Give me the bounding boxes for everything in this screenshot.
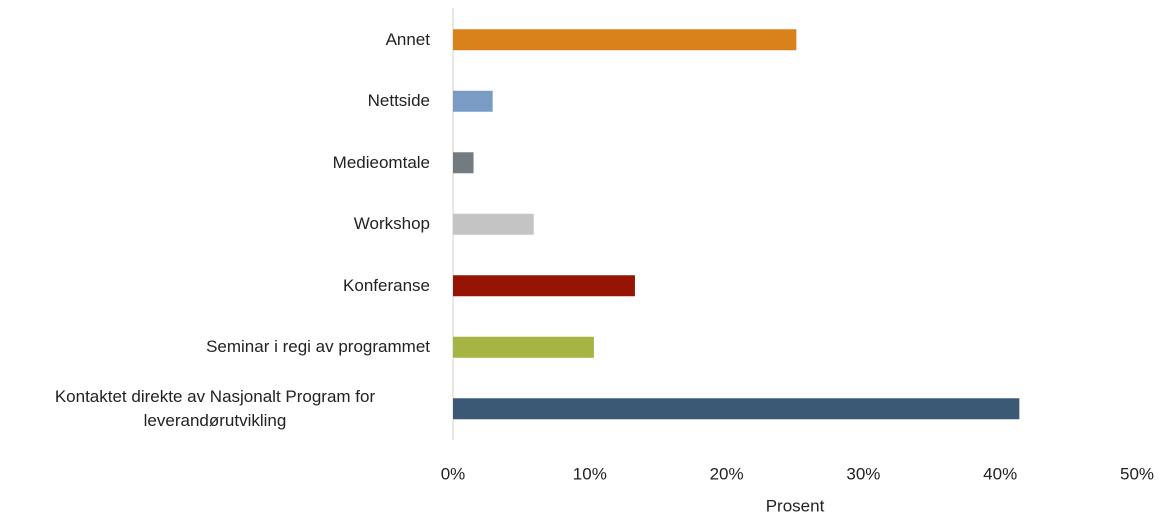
y-tick-label: Workshop [353,214,430,234]
bar [453,29,797,51]
y-tick-label: Medieomtale [332,152,430,172]
y-tick-label: Kontaktet direkte av Nasjonalt Program f… [54,386,376,430]
x-tick-label: 50% [1120,464,1154,483]
x-tick-label: 10% [573,464,607,483]
y-tick-label: Konferanse [343,275,430,295]
x-tick-label: 0% [441,464,466,483]
x-tick-label: 20% [710,464,744,483]
bar [453,152,474,174]
bar [453,90,493,112]
bar [453,398,1020,420]
bar [453,336,594,358]
x-axis-title: Prosent [766,496,825,515]
x-tick-label: 40% [983,464,1017,483]
y-tick-label: Annet [385,29,430,49]
y-tick-label: Seminar i regi av programmet [206,337,430,357]
y-tick-label: Nettside [367,91,430,111]
x-tick-label: 30% [846,464,880,483]
bar [453,275,635,297]
bar [453,213,534,235]
